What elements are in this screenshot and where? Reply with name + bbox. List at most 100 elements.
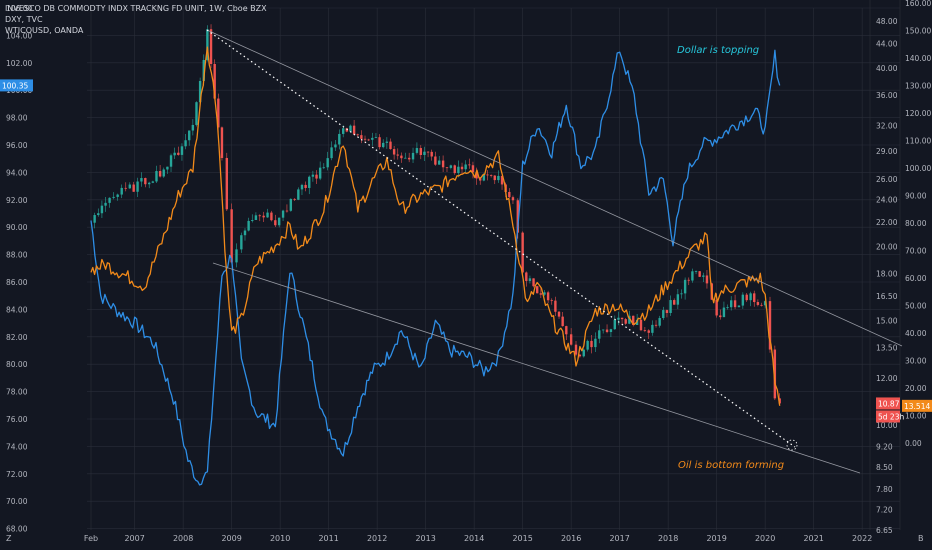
mid-tick-label: 7.80 (876, 485, 893, 494)
legend-dxy[interactable]: DXY, TVC (5, 15, 43, 24)
candle-body (342, 128, 345, 134)
x-tick-label: Feb (84, 534, 98, 543)
candle-body (206, 29, 209, 60)
candle-body (632, 315, 635, 326)
legend-wti[interactable]: WTICOUSD, OANDA (5, 26, 84, 35)
candle-body (258, 215, 261, 217)
candle-body (198, 80, 202, 103)
left-tick-label: 78.00 (6, 388, 28, 397)
left-tick-label: 74.00 (6, 442, 28, 451)
trendline-handle (786, 439, 798, 451)
dxy-badge (0, 79, 33, 92)
mid-tick-label: 7.20 (876, 506, 893, 515)
candle-body (151, 181, 155, 183)
candle-body (756, 302, 760, 305)
candle-body (539, 293, 543, 295)
left-tick-label: 106.00 (6, 4, 32, 13)
candle-body (116, 194, 119, 197)
mid-tick-label: 12.00 (876, 374, 898, 383)
candle-body (411, 152, 415, 160)
candle-body (217, 98, 220, 128)
upper-trendline (206, 29, 903, 347)
mid-tick-label: 22.00 (876, 218, 898, 227)
candle-body (155, 171, 158, 182)
candle-body (112, 196, 115, 198)
left-tick-label: 88.00 (6, 251, 28, 260)
candle-body (378, 137, 381, 148)
candle-body (136, 181, 139, 192)
candle-body (274, 220, 277, 226)
candle-body (590, 340, 593, 348)
candle-body (230, 209, 233, 263)
candle-body (304, 184, 307, 188)
oil-price-axis[interactable]: 160.00 150.00 140.00 130.00 120.00 110.00 100.… (905, 0, 931, 448)
candle-body (464, 164, 467, 170)
candle-body (479, 178, 482, 181)
candle-body (569, 334, 573, 345)
candle-body (532, 278, 535, 287)
candle-body (715, 299, 718, 316)
left-tick-label: 92.00 (6, 196, 28, 205)
candle-body (726, 307, 729, 309)
candle-body (773, 349, 777, 399)
mid-tick-label: 44.00 (876, 39, 898, 48)
candle-body (471, 165, 475, 173)
candle-body (536, 286, 539, 294)
x-tick-label: 2018 (658, 534, 678, 543)
candle-body (565, 326, 568, 335)
candle-body (144, 178, 147, 185)
x-tick-label: 2010 (270, 534, 290, 543)
candle-body (525, 272, 528, 281)
x-tick-label: 2021 (803, 534, 823, 543)
mid-tick-label: 26.00 (876, 175, 898, 184)
mid-tick-label: 20.00 (876, 242, 898, 251)
x-tick-label: 2022 (852, 534, 872, 543)
candle-body (191, 124, 195, 131)
candle-body (140, 178, 143, 182)
corner-right-label: B (918, 534, 924, 543)
candle-body (554, 300, 557, 312)
right-tick-label: 10.00 (905, 412, 927, 421)
candle-body (277, 217, 281, 226)
oil-annotation: Oil is bottom forming (678, 460, 785, 471)
candle-body (628, 315, 631, 324)
right-tick-label: 160.00 (905, 0, 931, 8)
candle-body (100, 205, 104, 214)
mid-tick-label: 48.00 (876, 17, 898, 26)
right-tick-label: 140.00 (905, 54, 931, 63)
candle-body (680, 293, 683, 295)
mid-tick-label: 36.00 (876, 91, 898, 100)
candle-body (763, 301, 767, 306)
candle-body (445, 167, 449, 169)
candle-body (128, 184, 131, 189)
right-tick-label: 90.00 (905, 192, 927, 201)
candle-body (356, 134, 359, 136)
candle-body (300, 184, 304, 190)
candle-body (702, 275, 705, 277)
left-tick-label: 94.00 (6, 168, 28, 177)
candle-body (639, 319, 643, 331)
candle-body (516, 200, 519, 233)
mid-tick-label: 15.00 (876, 317, 898, 326)
candle-body (521, 232, 524, 273)
candle-body (683, 279, 687, 294)
candle-body (550, 300, 553, 302)
oil-badge (902, 399, 932, 412)
candle-body (285, 210, 289, 212)
oil-badge-text: 13.514 (904, 402, 930, 411)
candle-body (389, 141, 392, 150)
candle-body (382, 142, 385, 148)
candle-body (213, 63, 216, 99)
left-tick-label: 76.00 (6, 415, 28, 424)
legend-dbc[interactable]: INVESCO DB COMMODTY INDX TRACKNG FD UNIT… (5, 4, 267, 13)
candle-body (511, 197, 515, 201)
candle-body (266, 212, 269, 218)
candle-body (349, 125, 352, 132)
candle-body (322, 167, 325, 169)
dxy-line (90, 49, 781, 486)
x-tick-label: 2007 (124, 534, 144, 543)
candle-body (311, 174, 315, 177)
candle-body (741, 294, 745, 306)
candle-body (188, 130, 191, 141)
